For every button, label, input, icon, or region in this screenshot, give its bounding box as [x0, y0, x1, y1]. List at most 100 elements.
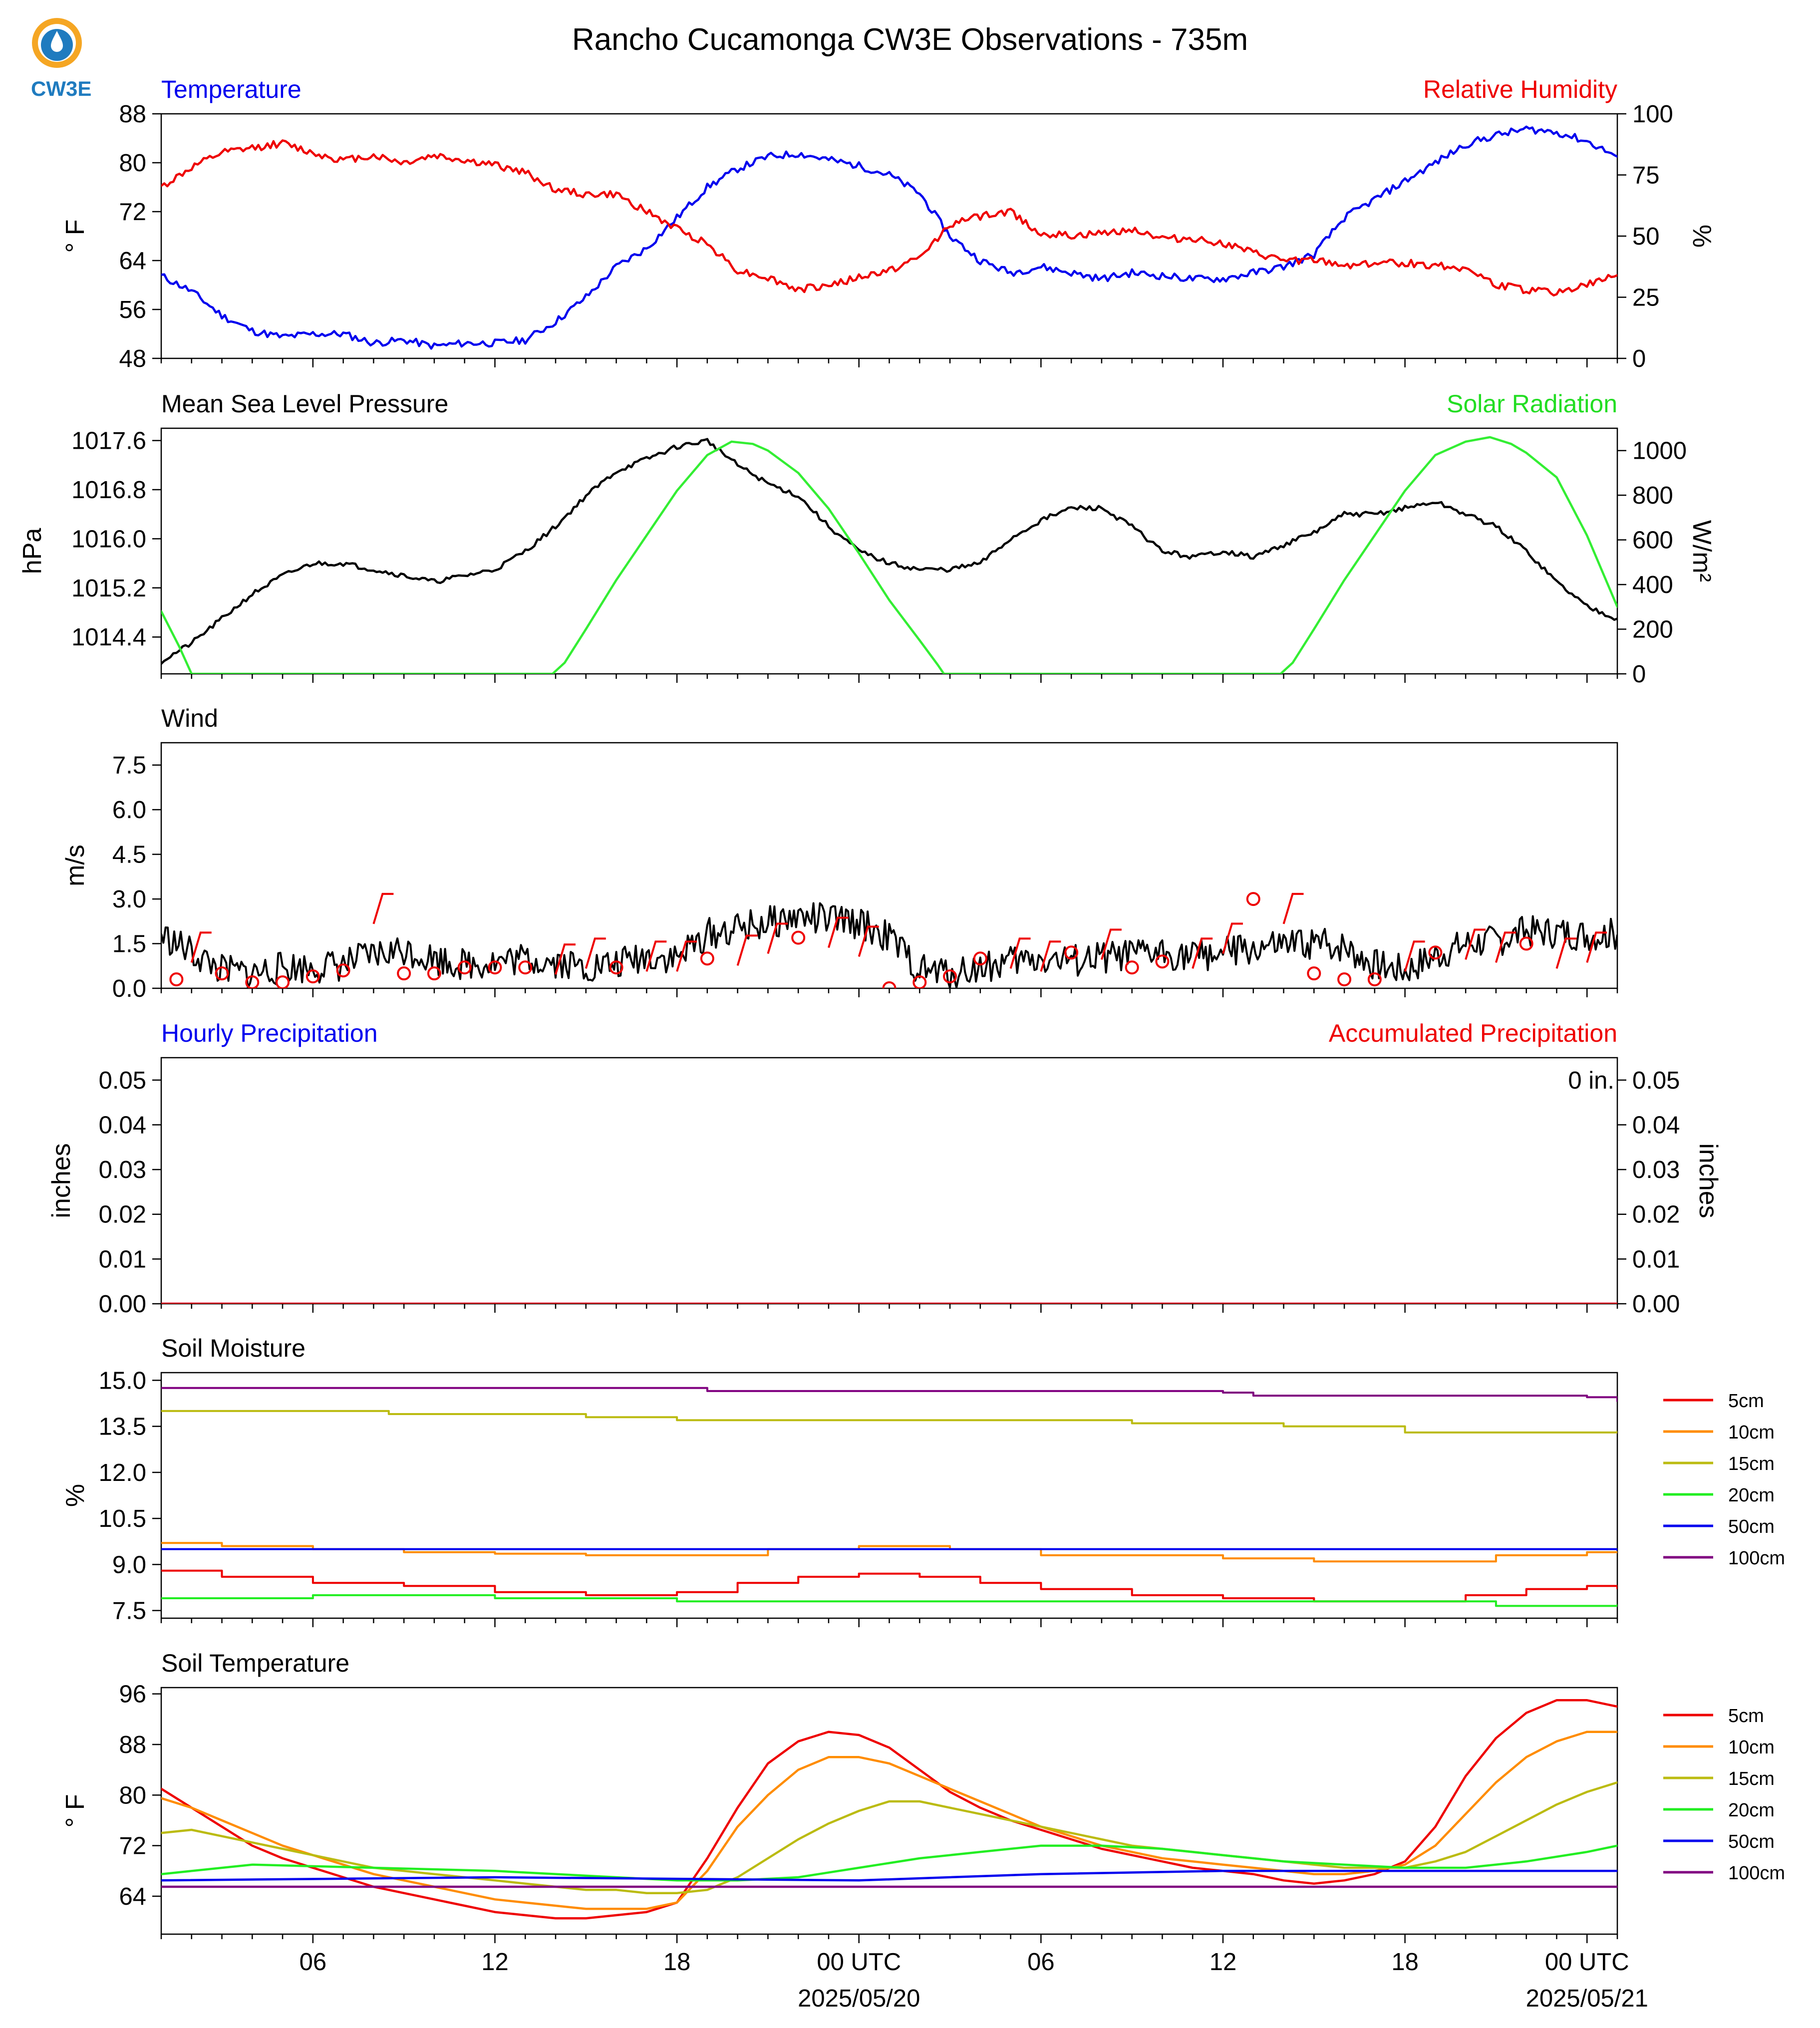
wind-barb-calm — [1064, 945, 1079, 960]
y-tick-label-right: 50 — [1632, 223, 1660, 250]
plot-frame — [160, 427, 1618, 675]
wind-barb-calm — [912, 975, 927, 988]
panel-title-left: Temperature — [161, 75, 302, 103]
y-tick-label-left: 96 — [119, 1681, 146, 1708]
y-tick-label-left: 1015.2 — [71, 575, 146, 602]
y-tick-label-left: 88 — [119, 1732, 146, 1758]
legend-label: 100cm — [1728, 1863, 1785, 1884]
y-tick-label-left: 1016.8 — [71, 477, 146, 504]
accumulated-precip-total: 0 in. — [1568, 1067, 1614, 1094]
plot-frame — [160, 113, 1618, 359]
legend-label: 10cm — [1728, 1737, 1775, 1758]
series-mean-sea-level-pressure — [161, 438, 1617, 665]
y-tick-label-left: 0.00 — [99, 1291, 146, 1318]
series-relative-humidity — [161, 139, 1617, 296]
wind-barb — [736, 934, 758, 966]
series-temperature — [161, 125, 1617, 350]
wind-barb-calm — [488, 960, 502, 975]
wind-barb-calm — [973, 951, 987, 966]
y-tick-label-left: 3.0 — [112, 886, 146, 913]
y-tick-label-left: 80 — [119, 150, 146, 177]
panel-precip: Hourly Precipitation Accumulated Precipit… — [47, 1019, 1723, 1318]
series-20cm — [161, 1594, 1617, 1607]
panel-title-left: Soil Moisture — [161, 1334, 305, 1362]
series-wind-speed — [161, 902, 1617, 988]
y-tick-label-right: 400 — [1632, 572, 1673, 598]
panel-title-right: Relative Humidity — [1423, 75, 1617, 103]
y-tick-label-left: 6.0 — [112, 797, 146, 824]
x-tick-label: 18 — [1391, 1949, 1419, 1976]
y-tick-label-left: 64 — [119, 248, 146, 275]
y-axis-label-right: W/m² — [1687, 520, 1716, 582]
y-tick-label-right: 0 — [1632, 661, 1646, 688]
wind-barb-calm — [1246, 892, 1260, 906]
legend-label: 100cm — [1728, 1548, 1785, 1569]
legend-label: 5cm — [1728, 1391, 1764, 1412]
wind-barb-calm — [882, 981, 897, 988]
wind-barb — [585, 937, 606, 969]
series-5cm — [161, 1699, 1617, 1920]
wind-barb-calm — [245, 975, 260, 988]
x-axis-labels: 06 12 18 00 UTC 06 12 18 00 UTC 2025/05/20 2025/0… — [300, 1949, 1648, 2012]
legend-label: 50cm — [1728, 1831, 1775, 1852]
wind-barb-calm — [1155, 954, 1170, 969]
wind-barb-calm — [943, 969, 957, 984]
y-tick-label-left: 80 — [119, 1782, 146, 1809]
y-tick-label-right: 0.04 — [1632, 1112, 1680, 1139]
wind-barb-calm — [169, 972, 184, 987]
wind-barb — [858, 925, 879, 957]
series-50cm — [161, 1870, 1617, 1882]
series-group — [161, 1387, 1617, 1607]
legend-label: 5cm — [1728, 1706, 1764, 1727]
wind-barb — [828, 916, 849, 948]
y-tick-label-left: 13.5 — [99, 1414, 146, 1441]
series-group — [161, 125, 1617, 350]
panel-soil_temp: Soil Temperature 64 72 80 88 96 ° F 5cm 10cm 15cm… — [61, 1649, 1785, 1943]
plot-frame — [160, 1687, 1618, 1935]
wind-barb — [190, 931, 212, 963]
y-tick-label-right: 800 — [1632, 482, 1673, 509]
plot-frame — [160, 1372, 1618, 1619]
y-tick-label-right: 0.01 — [1632, 1246, 1680, 1273]
wind-barb-calm — [427, 966, 441, 981]
wind-barb — [1192, 937, 1213, 969]
wind-barb — [372, 892, 394, 924]
y-tick-label-left: 10.5 — [99, 1505, 146, 1532]
wind-barb — [1555, 937, 1577, 969]
wind-barb — [1100, 928, 1122, 960]
wind-barb-calm — [791, 930, 806, 945]
logo-drop-icon — [51, 31, 63, 52]
y-tick-label-left: 64 — [119, 1883, 146, 1910]
y-tick-label-left: 1014.4 — [71, 624, 146, 651]
wind-barb-calm — [276, 975, 290, 988]
y-tick-label-right: 75 — [1632, 162, 1660, 189]
y-axis-label-left: m/s — [61, 845, 90, 886]
y-axis-label-left: % — [61, 1484, 90, 1507]
y-tick-label-left: 56 — [119, 296, 146, 323]
legend-label: 20cm — [1728, 1800, 1775, 1821]
legend: 5cm 10cm 15cm 20cm 50cm 100cm — [1663, 1706, 1785, 1884]
panel-title-left: Mean Sea Level Pressure — [161, 390, 448, 418]
y-axis-label-left: ° F — [61, 1794, 90, 1827]
y-tick-label-left: 0.04 — [99, 1112, 146, 1139]
y-axis-label-left: inches — [47, 1143, 76, 1218]
y-tick-label-left: 72 — [119, 1833, 146, 1860]
panel-pressure_solar: Mean Sea Level Pressure Solar Radiation 10… — [18, 390, 1716, 688]
y-tick-label-right: 1000 — [1632, 438, 1687, 465]
wind-barb — [1222, 922, 1243, 954]
y-tick-label-left: 7.5 — [112, 752, 146, 779]
y-tick-label-left: 0.03 — [99, 1157, 146, 1183]
y-tick-label-right: 0 — [1632, 345, 1646, 372]
wind-barb — [1009, 937, 1031, 969]
y-axis-label-left: hPa — [18, 528, 47, 575]
y-tick-label-left: 12.0 — [99, 1459, 146, 1486]
series-solar-radiation — [161, 436, 1617, 674]
panels: Temperature Relative Humidity 48 56 64 72 80 88… — [18, 75, 1785, 1943]
x-date-label: 2025/05/21 — [1526, 1985, 1648, 2012]
panel-title-left: Hourly Precipitation — [161, 1019, 378, 1047]
y-axis-label-right: % — [1687, 225, 1716, 248]
y-tick-label-right: 0.05 — [1632, 1067, 1680, 1094]
y-tick-label-left: 1.5 — [112, 931, 146, 958]
y-tick-label-left: 9.0 — [112, 1551, 146, 1578]
